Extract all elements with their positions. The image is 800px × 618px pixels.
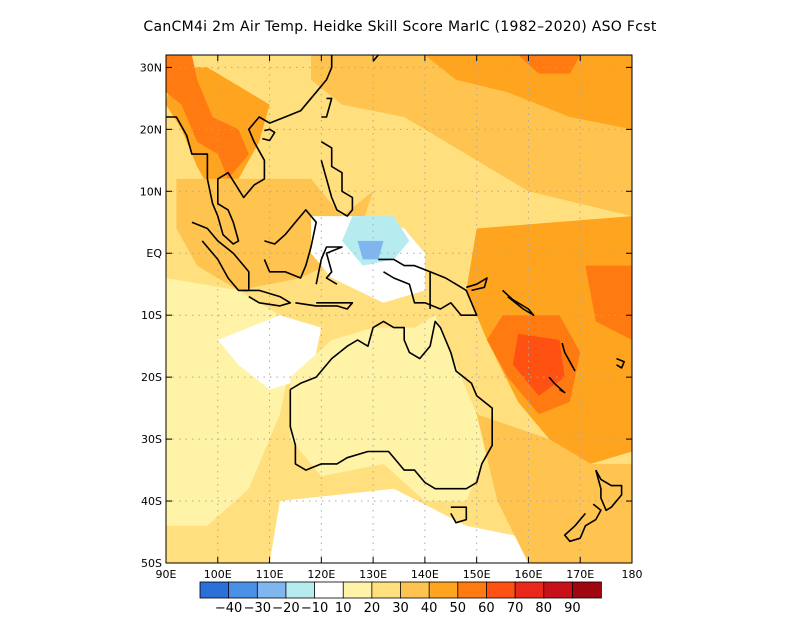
- lon-tick-label: 90E: [156, 568, 177, 581]
- vanuatu-coast: [561, 342, 576, 372]
- colorbar-swatch: [543, 581, 574, 599]
- tasmania-coast: [450, 506, 468, 524]
- colorbar-swatch: [400, 581, 430, 599]
- indian-ocean-white-region: [217, 315, 322, 390]
- plot-frame: [165, 54, 633, 564]
- lat-tick-label: 50S: [141, 557, 162, 570]
- lon-tick-label: 180: [622, 568, 643, 581]
- fiji-coast: [616, 357, 626, 369]
- philippines-coast: [320, 141, 354, 217]
- hainan-coast: [262, 128, 276, 142]
- sumatra-coast: [191, 221, 250, 292]
- colorbar-label: −20: [272, 601, 299, 616]
- colorbar-swatch: [371, 581, 402, 599]
- new-zealand-north-coast: [595, 469, 623, 512]
- coastlines: [166, 55, 626, 543]
- north-pacific-hot-region: [518, 55, 581, 74]
- colorbar-label: 40: [421, 601, 438, 616]
- java-coast: [243, 289, 292, 307]
- lon-tick-label: 130E: [359, 568, 387, 581]
- lat-tick-label: 30N: [140, 61, 162, 74]
- sulawesi-coast: [315, 246, 343, 285]
- colorbar-swatch: [571, 581, 602, 599]
- east-pacific-hot-region: [585, 265, 632, 340]
- australia-coast: [289, 320, 494, 490]
- colorbar-swatch: [256, 581, 287, 599]
- lat-tick-label: EQ: [146, 247, 162, 260]
- colorbar-label: 90: [564, 601, 581, 616]
- colorbar-swatch: [342, 581, 373, 599]
- colorbar-swatch: [457, 581, 488, 599]
- lat-tick-label: 10N: [140, 185, 162, 198]
- colorbar-label: −30: [244, 601, 271, 616]
- colorbar-label: −40: [215, 601, 242, 616]
- japan-coast: [372, 55, 380, 62]
- colorbar-swatch: [228, 581, 259, 599]
- lesser-sunda-coast: [295, 301, 354, 310]
- lat-tick-label: 10S: [141, 309, 162, 322]
- new-guinea-coast: [378, 258, 478, 317]
- colorbar-label: −10: [301, 601, 328, 616]
- colorbar-swatch: [486, 581, 516, 599]
- tasman-field-region: [476, 414, 632, 563]
- lon-tick-label: 110E: [256, 568, 284, 581]
- colorbar-label: 20: [364, 601, 381, 616]
- colorbar-swatch: [314, 581, 345, 599]
- new-zealand-south-coast: [563, 503, 602, 543]
- colorbar-label: 10: [335, 601, 352, 616]
- lon-tick-label: 160E: [514, 568, 542, 581]
- lat-tick-label: 20S: [141, 371, 162, 384]
- colorbar-label: 30: [392, 601, 409, 616]
- lon-tick-label: 120E: [307, 568, 335, 581]
- colorbar-swatch: [285, 581, 316, 599]
- skill-field: [166, 55, 632, 563]
- colorbar: −40 −30 −20 −10 10 20 30 40 50 60 70 80 90: [199, 581, 602, 616]
- map-title: CanCM4i 2m Air Temp. Heidke Skill Score …: [143, 19, 657, 35]
- maritime-blue-region: [357, 240, 384, 260]
- lon-tick-label: 170E: [566, 568, 594, 581]
- colorbar-swatch: [514, 581, 545, 599]
- indochina-hot-region: [166, 55, 249, 179]
- borneo-coast: [263, 209, 318, 279]
- colorbar-label: 80: [535, 601, 552, 616]
- colorbar-label: 70: [507, 601, 524, 616]
- north-pacific-core-region: [424, 55, 632, 130]
- mainland-asia-coast: [166, 55, 333, 245]
- southern-ocean-white-region: [269, 488, 539, 563]
- lon-tick-label: 100E: [204, 568, 232, 581]
- taiwan-coast: [321, 97, 333, 118]
- colorbar-label: 60: [478, 601, 495, 616]
- lon-tick-label: 150E: [463, 568, 491, 581]
- australia-yellow-region: [290, 315, 487, 501]
- maritime-cyan-region: [342, 216, 410, 266]
- new-britain-coast: [466, 277, 488, 292]
- colorbar-label: 50: [450, 601, 467, 616]
- lat-tick-label: 20N: [140, 123, 162, 136]
- new-caledonia-coast: [548, 376, 566, 394]
- colorbar-swatch: [428, 581, 459, 599]
- lon-tick-label: 140E: [411, 568, 439, 581]
- solomons-coast: [502, 289, 535, 317]
- lat-tick-label: 40S: [141, 495, 162, 508]
- lat-tick-label: 30S: [141, 433, 162, 446]
- colorbar-swatch: [199, 581, 230, 599]
